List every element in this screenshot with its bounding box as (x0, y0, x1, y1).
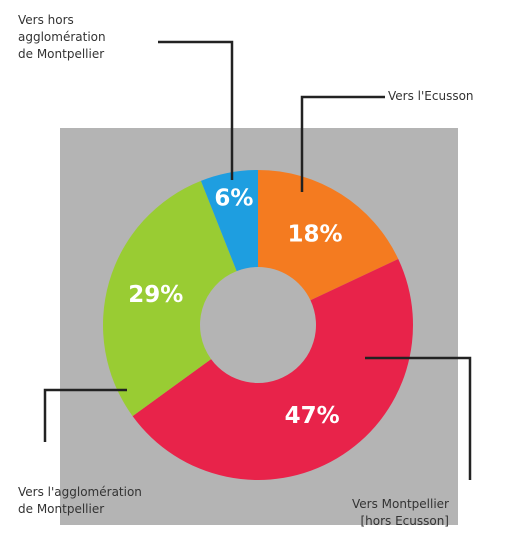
slice (258, 170, 399, 301)
category-label: Vers l'Ecusson (388, 89, 474, 103)
category-label: Vers l'agglomération de Montpellier (18, 485, 142, 516)
slice (200, 170, 258, 272)
connector (365, 356, 472, 480)
category-label: Vers hors agglomération de Montpellier (18, 13, 106, 61)
connectors (43, 40, 472, 480)
connector (300, 95, 385, 192)
slice (132, 259, 413, 480)
value-label: 18% (288, 222, 343, 248)
value-label: 6% (214, 185, 253, 211)
slice (103, 180, 237, 417)
value-label: 29% (128, 282, 183, 308)
connector (158, 40, 234, 180)
category-label: Vers Montpellier [hors Ecusson] (352, 497, 449, 528)
connector (43, 388, 127, 442)
value-label: 47% (285, 403, 340, 429)
